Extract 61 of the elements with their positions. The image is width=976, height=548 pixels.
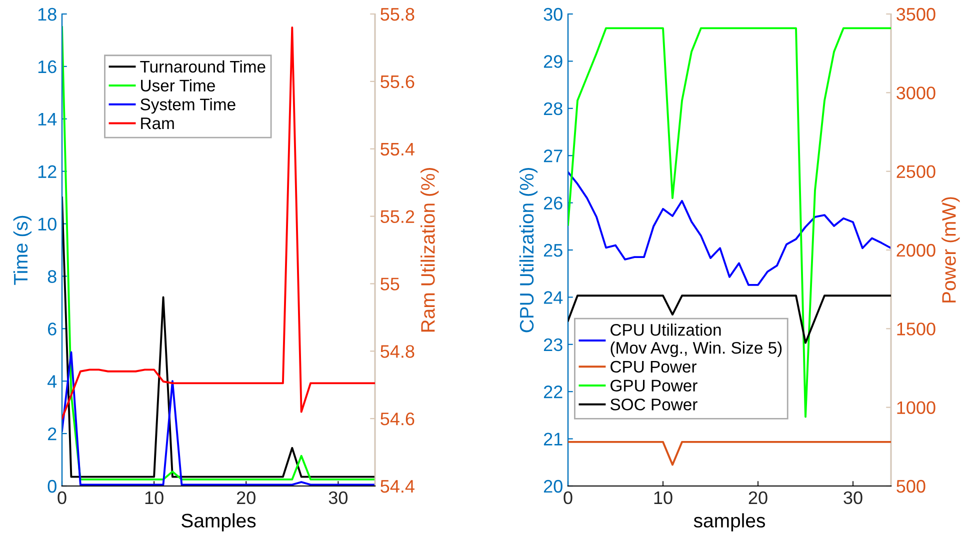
line-series (62, 196, 375, 478)
y-tick-label: 0 (48, 480, 56, 493)
y2-tick-label: 54.6 (380, 412, 414, 426)
y-tick-label: 23 (544, 338, 562, 352)
legend-label: Turnaround Time (140, 60, 266, 73)
y-tick-label: 10 (38, 218, 56, 230)
y-tick-label: 14 (38, 113, 57, 126)
y-tick-label: 18 (38, 8, 56, 21)
legend-label: CPU Power (610, 360, 696, 373)
y2-tick-label: 54.4 (380, 480, 414, 493)
y-tick-label: 27 (544, 150, 562, 162)
y-tick-label: 24 (544, 291, 563, 304)
y-tick-label: 20 (544, 480, 562, 493)
x-tick-label: 10 (145, 491, 164, 504)
y-tick-label: 6 (48, 322, 56, 336)
x-tick-label: 0 (564, 491, 572, 504)
y-tick-label: 8 (48, 270, 56, 283)
y2-tick-label: 500 (896, 480, 926, 493)
y2-tick-label: 2000 (896, 244, 936, 257)
y-tick-label: 16 (38, 60, 56, 74)
y-tick-label: 22 (544, 386, 562, 398)
y-tick-label: 25 (544, 244, 562, 257)
y-tick-label: 2 (48, 427, 56, 440)
y2-axis-title: Power (mW) (942, 197, 960, 302)
y-tick-label: 26 (544, 196, 562, 210)
y-axis-title: CPU Utilization (%) (519, 168, 538, 332)
y-tick-label: 21 (544, 432, 562, 446)
x-axis-title: Samples (182, 513, 256, 532)
y2-tick-label: 2500 (896, 165, 936, 178)
y-axis-title: Time (s) (13, 216, 32, 285)
legend-label: GPU Power (610, 380, 698, 392)
y-tick-label: 12 (38, 165, 56, 178)
y-tick-label: 28 (544, 102, 562, 116)
x-axis-title: samples (694, 513, 765, 532)
y2-tick-label: 55.2 (380, 210, 414, 224)
legend-label: SOC Power (610, 398, 698, 410)
y2-tick-label: 55.8 (380, 8, 414, 21)
x-tick-label: 30 (328, 491, 348, 504)
y-tick-label: 29 (544, 55, 562, 68)
legend-label: System Time (140, 98, 236, 114)
y-tick-label: 30 (544, 8, 562, 21)
y2-tick-label: 3500 (896, 8, 936, 21)
y2-tick-label: 55.4 (380, 142, 414, 156)
legend-label: Ram (141, 118, 174, 130)
y2-tick-label: 55 (380, 278, 400, 290)
y2-tick-label: 1500 (897, 322, 936, 336)
legend-label: User Time (141, 79, 215, 92)
x-tick-label: 0 (58, 491, 66, 504)
x-tick-label: 10 (654, 491, 672, 504)
y2-tick-label: 54.8 (380, 345, 414, 358)
y2-tick-label: 55.6 (380, 75, 414, 88)
y2-axis-title: Ram Utilization (%) (420, 168, 439, 332)
legend-label: CPU Utilization (Mov Avg., Win. Size 5) (610, 324, 782, 358)
y-tick-label: 4 (48, 375, 57, 388)
y2-tick-label: 1000 (897, 401, 936, 414)
x-tick-label: 20 (236, 491, 256, 504)
line-series (568, 27, 891, 418)
x-tick-label: 20 (748, 491, 768, 504)
x-tick-label: 30 (844, 491, 862, 504)
line-series (568, 171, 891, 286)
y2-tick-label: 3000 (896, 86, 936, 100)
